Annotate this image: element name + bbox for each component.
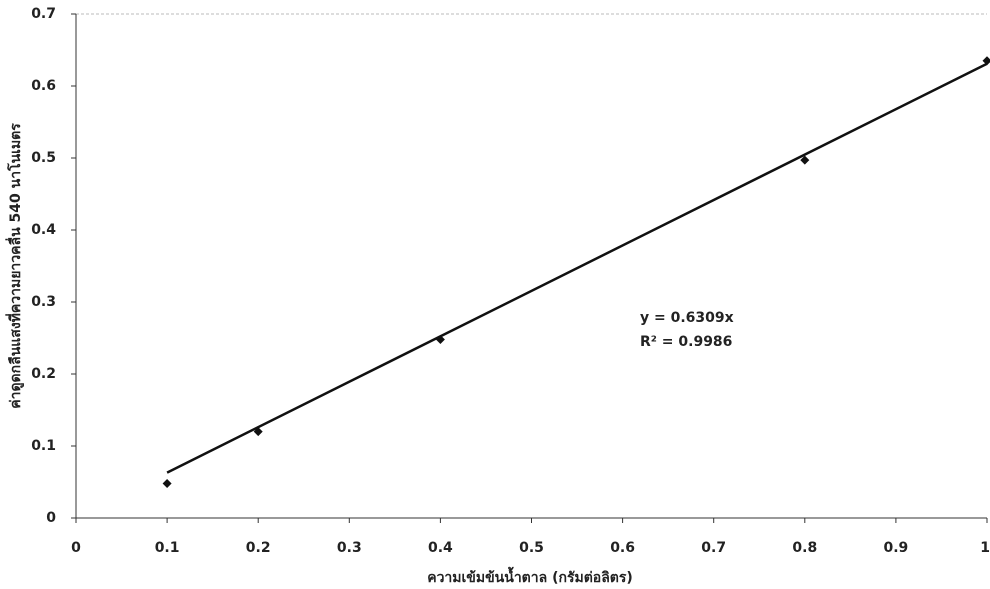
y-tick-label: 0.6 xyxy=(31,78,56,94)
x-tick-label: 0 xyxy=(71,540,81,556)
trendline-equation: y = 0.6309x xyxy=(640,310,734,326)
trendline-r-squared: R² = 0.9986 xyxy=(640,334,732,350)
x-tick-label: 0.3 xyxy=(337,540,362,556)
x-tick-label: 1 xyxy=(980,540,990,556)
data-point xyxy=(253,427,263,437)
y-tick-label: 0.3 xyxy=(31,294,56,310)
y-tick-label: 0.5 xyxy=(31,150,56,166)
x-tick-label: 0.7 xyxy=(701,540,726,556)
y-axis-title: ค่าดูดกลืนแสงที่ความยาวคลื่น 540 นาโนเมต… xyxy=(5,123,24,409)
x-tick-label: 0.5 xyxy=(519,540,544,556)
x-tick-label: 0.4 xyxy=(428,540,453,556)
trendline xyxy=(166,62,988,474)
x-tick-label: 0.1 xyxy=(155,540,180,556)
y-tick-label: 0.1 xyxy=(31,438,56,454)
x-tick-label: 0.8 xyxy=(792,540,817,556)
data-point xyxy=(162,478,172,488)
data-point xyxy=(982,56,990,66)
x-tick-label: 0.2 xyxy=(246,540,271,556)
data-point xyxy=(800,155,810,165)
x-tick-label: 0.9 xyxy=(883,540,908,556)
y-tick-label: 0.7 xyxy=(31,6,56,22)
x-axis-title: ความเข้มข้นน้ำตาล (กรัมต่อลิตร) xyxy=(427,566,633,586)
x-tick-label: 0.6 xyxy=(610,540,635,556)
data-point xyxy=(435,334,445,344)
y-tick-label: 0.2 xyxy=(31,366,56,382)
y-tick-label: 0.4 xyxy=(31,222,56,238)
y-tick-label: 0 xyxy=(46,510,56,526)
